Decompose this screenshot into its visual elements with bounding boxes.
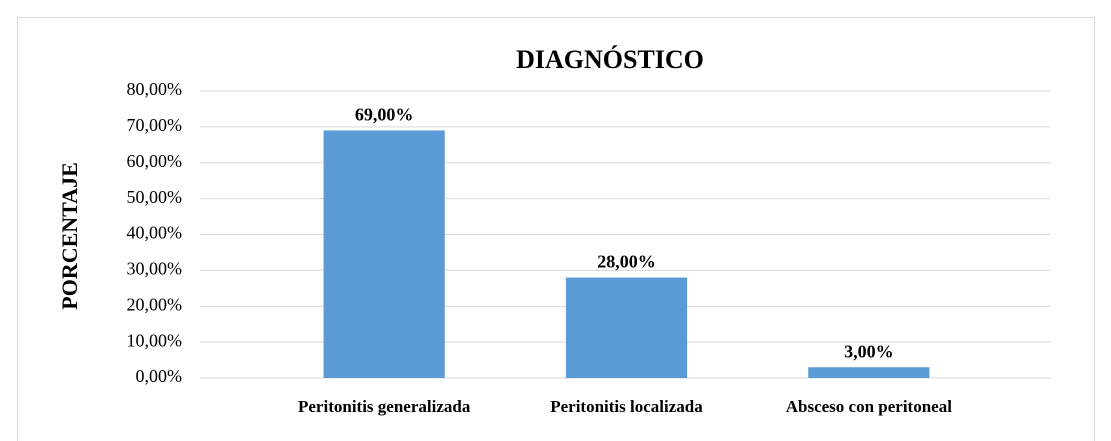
data-label: 69,00% bbox=[355, 105, 414, 125]
y-tick-label: 60,00% bbox=[127, 151, 183, 171]
y-tick-label: 50,00% bbox=[127, 187, 183, 207]
x-tick-label: Absceso con peritoneal bbox=[786, 397, 952, 416]
chart-title: DIAGNÓSTICO bbox=[516, 45, 704, 74]
data-label: 28,00% bbox=[597, 252, 656, 272]
y-tick-label: 0,00% bbox=[136, 366, 183, 386]
y-axis-label: PORCENTAJE bbox=[57, 162, 82, 310]
y-tick-label: 70,00% bbox=[127, 115, 183, 135]
x-tick-label: Peritonitis localizada bbox=[550, 397, 703, 416]
y-tick-label: 10,00% bbox=[127, 330, 183, 350]
y-tick-label: 40,00% bbox=[127, 223, 183, 243]
bar bbox=[808, 367, 930, 378]
x-tick-label: Peritonitis generalizada bbox=[298, 397, 471, 416]
bar bbox=[323, 130, 445, 378]
y-tick-label: 20,00% bbox=[127, 294, 183, 314]
bar bbox=[565, 277, 688, 378]
data-label: 3,00% bbox=[844, 341, 894, 361]
y-tick-label: 30,00% bbox=[127, 259, 183, 279]
y-tick-label: 80,00% bbox=[127, 79, 183, 99]
